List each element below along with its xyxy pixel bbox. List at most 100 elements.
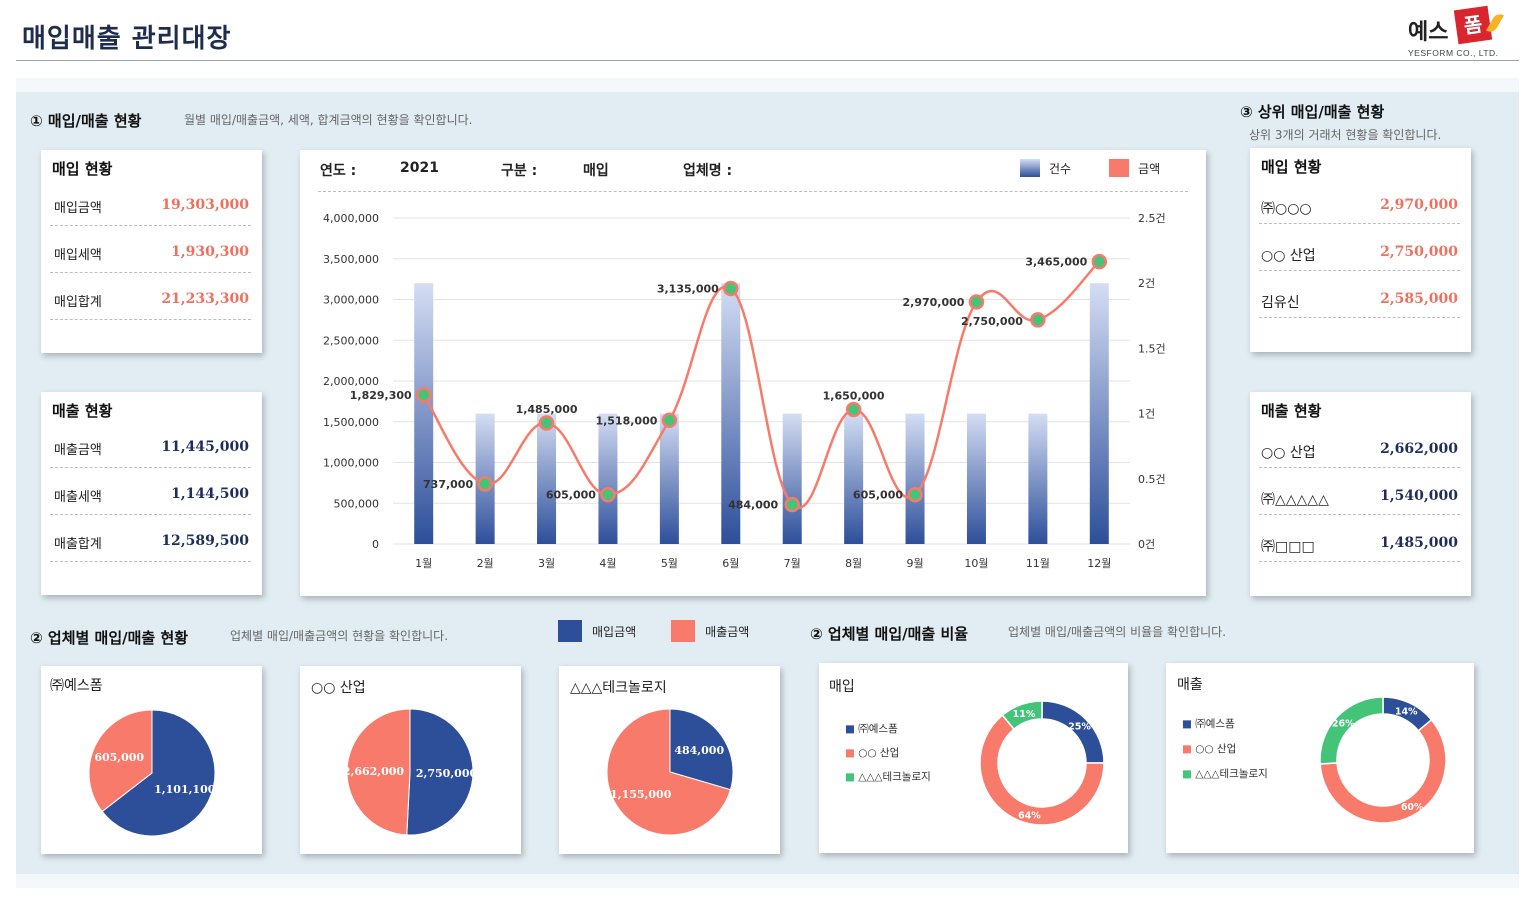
line-point	[1091, 253, 1108, 270]
data-label: 737,000	[423, 478, 473, 491]
section3-desc: 상위 3개의 거래처 현황을 확인합니다.	[1249, 128, 1442, 142]
line-point	[600, 486, 616, 503]
section2a-title: ② 업체별 매입/매출 현황	[30, 629, 189, 647]
purchase-amount-value: 19,303,000	[161, 197, 249, 213]
pie-slice	[606, 708, 732, 836]
pie-label: 605,000	[94, 751, 144, 764]
bar	[905, 413, 925, 544]
amount-line	[422, 260, 1101, 509]
legend-bar-swatch	[1020, 159, 1040, 177]
top-sales-name-3: ㈜□□□	[1261, 539, 1315, 555]
line-point	[723, 280, 739, 297]
donut-label: 60%	[1401, 802, 1424, 813]
top-purchase-row: 김유신 2,585,000	[1259, 280, 1460, 318]
top-purchase-value-2: 2,750,000	[1380, 244, 1458, 260]
top-sales-name-1: ○○ 산업	[1261, 445, 1316, 461]
data-label: 605,000	[546, 489, 596, 502]
line-point	[845, 401, 862, 418]
pie-slice	[406, 708, 474, 836]
x-tick-label: 4월	[599, 557, 616, 570]
bar	[537, 413, 557, 544]
sales-row: 매출합계 12,589,500	[50, 524, 251, 562]
donut-card-purchase: 매입 ■ ㈜예스폼 ■ ○○ 산업 ■ △△△테크놀로지 25% 64% 11%	[819, 663, 1128, 853]
y2-tick-label: 0건	[1138, 538, 1155, 551]
line-point	[415, 387, 432, 403]
top-sales-row: ○○ 산업 2,662,000	[1259, 430, 1460, 468]
year-filter[interactable]: 2021	[400, 160, 439, 176]
line-point	[477, 476, 493, 492]
donut-label: 11%	[1013, 709, 1036, 720]
data-label: 605,000	[853, 489, 903, 502]
donut-slice	[1319, 718, 1447, 824]
bar	[1089, 283, 1109, 544]
donut-chart: 25% 64% 11%	[979, 700, 1105, 826]
section2b-desc: 업체별 매입/매출금액의 비율을 확인합니다.	[1008, 625, 1227, 639]
top-purchase-name-1: ㈜○○○	[1261, 201, 1312, 217]
sales-tax-label: 매출세액	[54, 490, 102, 505]
data-label: 1,485,000	[516, 403, 578, 416]
legend-amount-label: 금액	[1138, 161, 1161, 176]
data-label: 484,000	[728, 499, 778, 512]
donut-slice	[1001, 700, 1043, 731]
y-tick-label: 1,500,000	[323, 416, 379, 429]
purchase-total-value: 21,233,300	[161, 291, 249, 307]
pie-card-tech: △△△테크놀로지 484,000 1,155,000	[559, 666, 780, 854]
donut-legend-item: ■ △△△테크놀로지	[1182, 768, 1268, 780]
bar	[721, 283, 741, 544]
donut-legend-item: ■ ○○ 산업	[1182, 743, 1237, 755]
top-purchase-row: ○○ 산업 2,750,000	[1259, 233, 1460, 271]
donut-legend-item: ■ ㈜예스폼	[1182, 718, 1235, 730]
top-sales-value-3: 1,485,000	[1380, 535, 1458, 551]
pie-title: △△△테크놀로지	[570, 680, 667, 696]
donut-legend-label: ○○ 산업	[858, 747, 900, 759]
section3-title: ③ 상위 매입/매출 현황	[1240, 103, 1385, 121]
header-divider	[16, 60, 1519, 61]
donut-title: 매출	[1177, 677, 1203, 693]
pie-label: 2,662,000	[343, 765, 405, 778]
legend-sales-label: 매출금액	[705, 624, 750, 639]
bar	[966, 413, 986, 544]
pie-title: ○○ 산업	[311, 680, 366, 696]
y-tick-label: 2,000,000	[323, 375, 379, 388]
top-sales-card: 매출 현황 ○○ 산업 2,662,000 ㈜△△△△△ 1,540,000 ㈜…	[1250, 392, 1471, 596]
donut-legend-label: △△△테크놀로지	[858, 771, 931, 783]
top-purchase-name-2: ○○ 산업	[1261, 248, 1316, 264]
purchase-row: 매입금액 19,303,000	[50, 188, 251, 226]
top-sales-name-2: ㈜△△△△△	[1261, 492, 1329, 508]
monthly-chart-card: 연도 : 2021 구분 : 매입 업체명 : 건수 금액 0 500,000 1,…	[300, 150, 1206, 596]
page-title: 매입매출 관리대장	[22, 24, 232, 54]
donut-legend-item: ■ △△△테크놀로지	[845, 771, 931, 783]
legend-line-swatch	[1109, 159, 1130, 177]
top-sales-title: 매출 현황	[1261, 402, 1322, 420]
donut-legend-item: ■ ○○ 산업	[845, 747, 900, 759]
section1-title: ① 매입/매출 현황	[30, 112, 142, 130]
sales-amount-value: 11,445,000	[161, 439, 249, 455]
sales-status-title: 매출 현황	[52, 402, 113, 420]
combo-chart: 0 500,000 1,000,000 1,500,000 2,000,000 2,500…	[323, 212, 1166, 570]
x-tick-label: 9월	[906, 557, 923, 570]
section2b-title: ② 업체별 매입/매출 비율	[810, 625, 969, 643]
pie-slice	[88, 709, 153, 813]
pie-card-oo-industry: ○○ 산업 2,750,000 2,662,000	[300, 666, 521, 854]
pie-label: 2,750,000	[416, 767, 478, 780]
logo-subtitle: YESFORM CO., LTD.	[1408, 48, 1499, 58]
pie-slice	[669, 708, 734, 791]
y-tick-label: 2,500,000	[323, 334, 379, 347]
purchase-status-title: 매입 현황	[52, 160, 113, 178]
pie-chart: 484,000 1,155,000	[606, 708, 734, 836]
x-tick-label: 7월	[784, 557, 801, 570]
pie-label: 1,155,000	[610, 788, 672, 801]
type-filter[interactable]: 매입	[583, 163, 609, 179]
y2-tick-label: 2.5건	[1138, 212, 1166, 225]
bar	[414, 283, 434, 544]
legend-purchase-label: 매입금액	[592, 624, 637, 639]
data-label: 3,465,000	[1025, 256, 1087, 269]
section2a-desc: 업체별 매입/매출금액의 현황을 확인합니다.	[230, 629, 449, 643]
y2-tick-label: 2건	[1138, 277, 1155, 290]
top-sales-row: ㈜△△△△△ 1,540,000	[1259, 477, 1460, 515]
top-purchase-title: 매입 현황	[1261, 158, 1322, 176]
x-tick-label: 12월	[1087, 557, 1111, 570]
pie-chart: 1,101,100 605,000	[88, 709, 216, 837]
line-point	[784, 496, 800, 513]
purchase-row: 매입세액 1,930,300	[50, 235, 251, 273]
